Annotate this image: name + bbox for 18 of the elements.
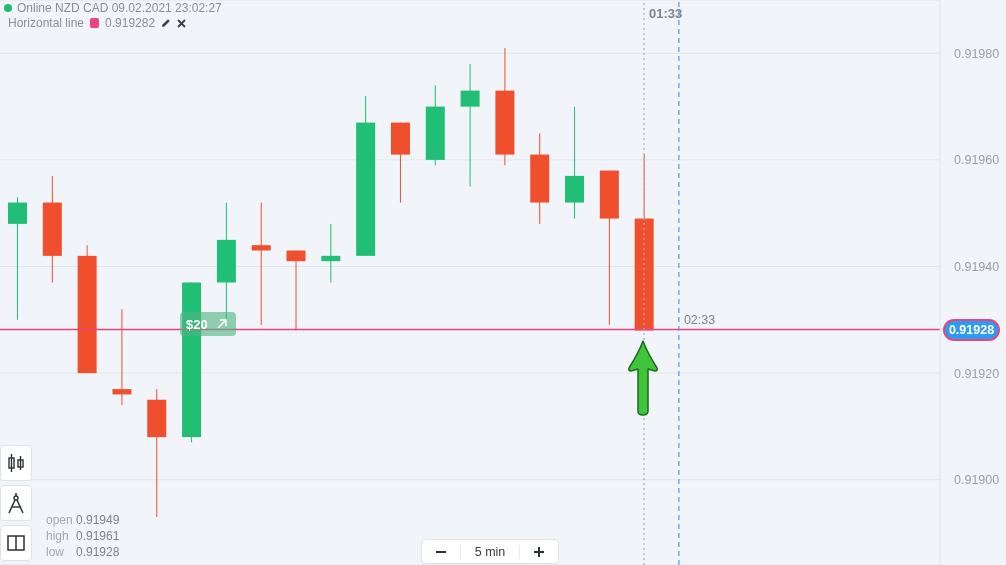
text: low bbox=[46, 545, 65, 559]
text: 0.91928 bbox=[948, 323, 995, 338]
annotation: 5 min bbox=[460, 544, 520, 559]
stepper-control: 5 min bbox=[421, 539, 559, 564]
y-tick-label: 0.91960 bbox=[954, 153, 1000, 168]
y-tick-label: 0.91920 bbox=[954, 366, 1000, 381]
y-tick-label: 0.91980 bbox=[954, 46, 1000, 61]
y-tick-label: 0.91940 bbox=[954, 259, 1000, 274]
annotation: open 0.91949 bbox=[46, 513, 120, 527]
annotation: 0.91928 bbox=[76, 545, 120, 559]
annotation: high 0.91961 bbox=[46, 529, 120, 543]
chart-title: Online NZD CAD 09.02.2021 23:02:27 bbox=[17, 1, 222, 15]
annotation: 0.919282 bbox=[105, 16, 156, 30]
annotation: 01:33 bbox=[649, 6, 683, 21]
legend-label: Horizontal line bbox=[8, 16, 85, 30]
y-tick-label: 0.91900 bbox=[954, 473, 1000, 488]
annotation: $20 bbox=[186, 316, 208, 332]
annotation: 02:33 bbox=[683, 313, 716, 328]
